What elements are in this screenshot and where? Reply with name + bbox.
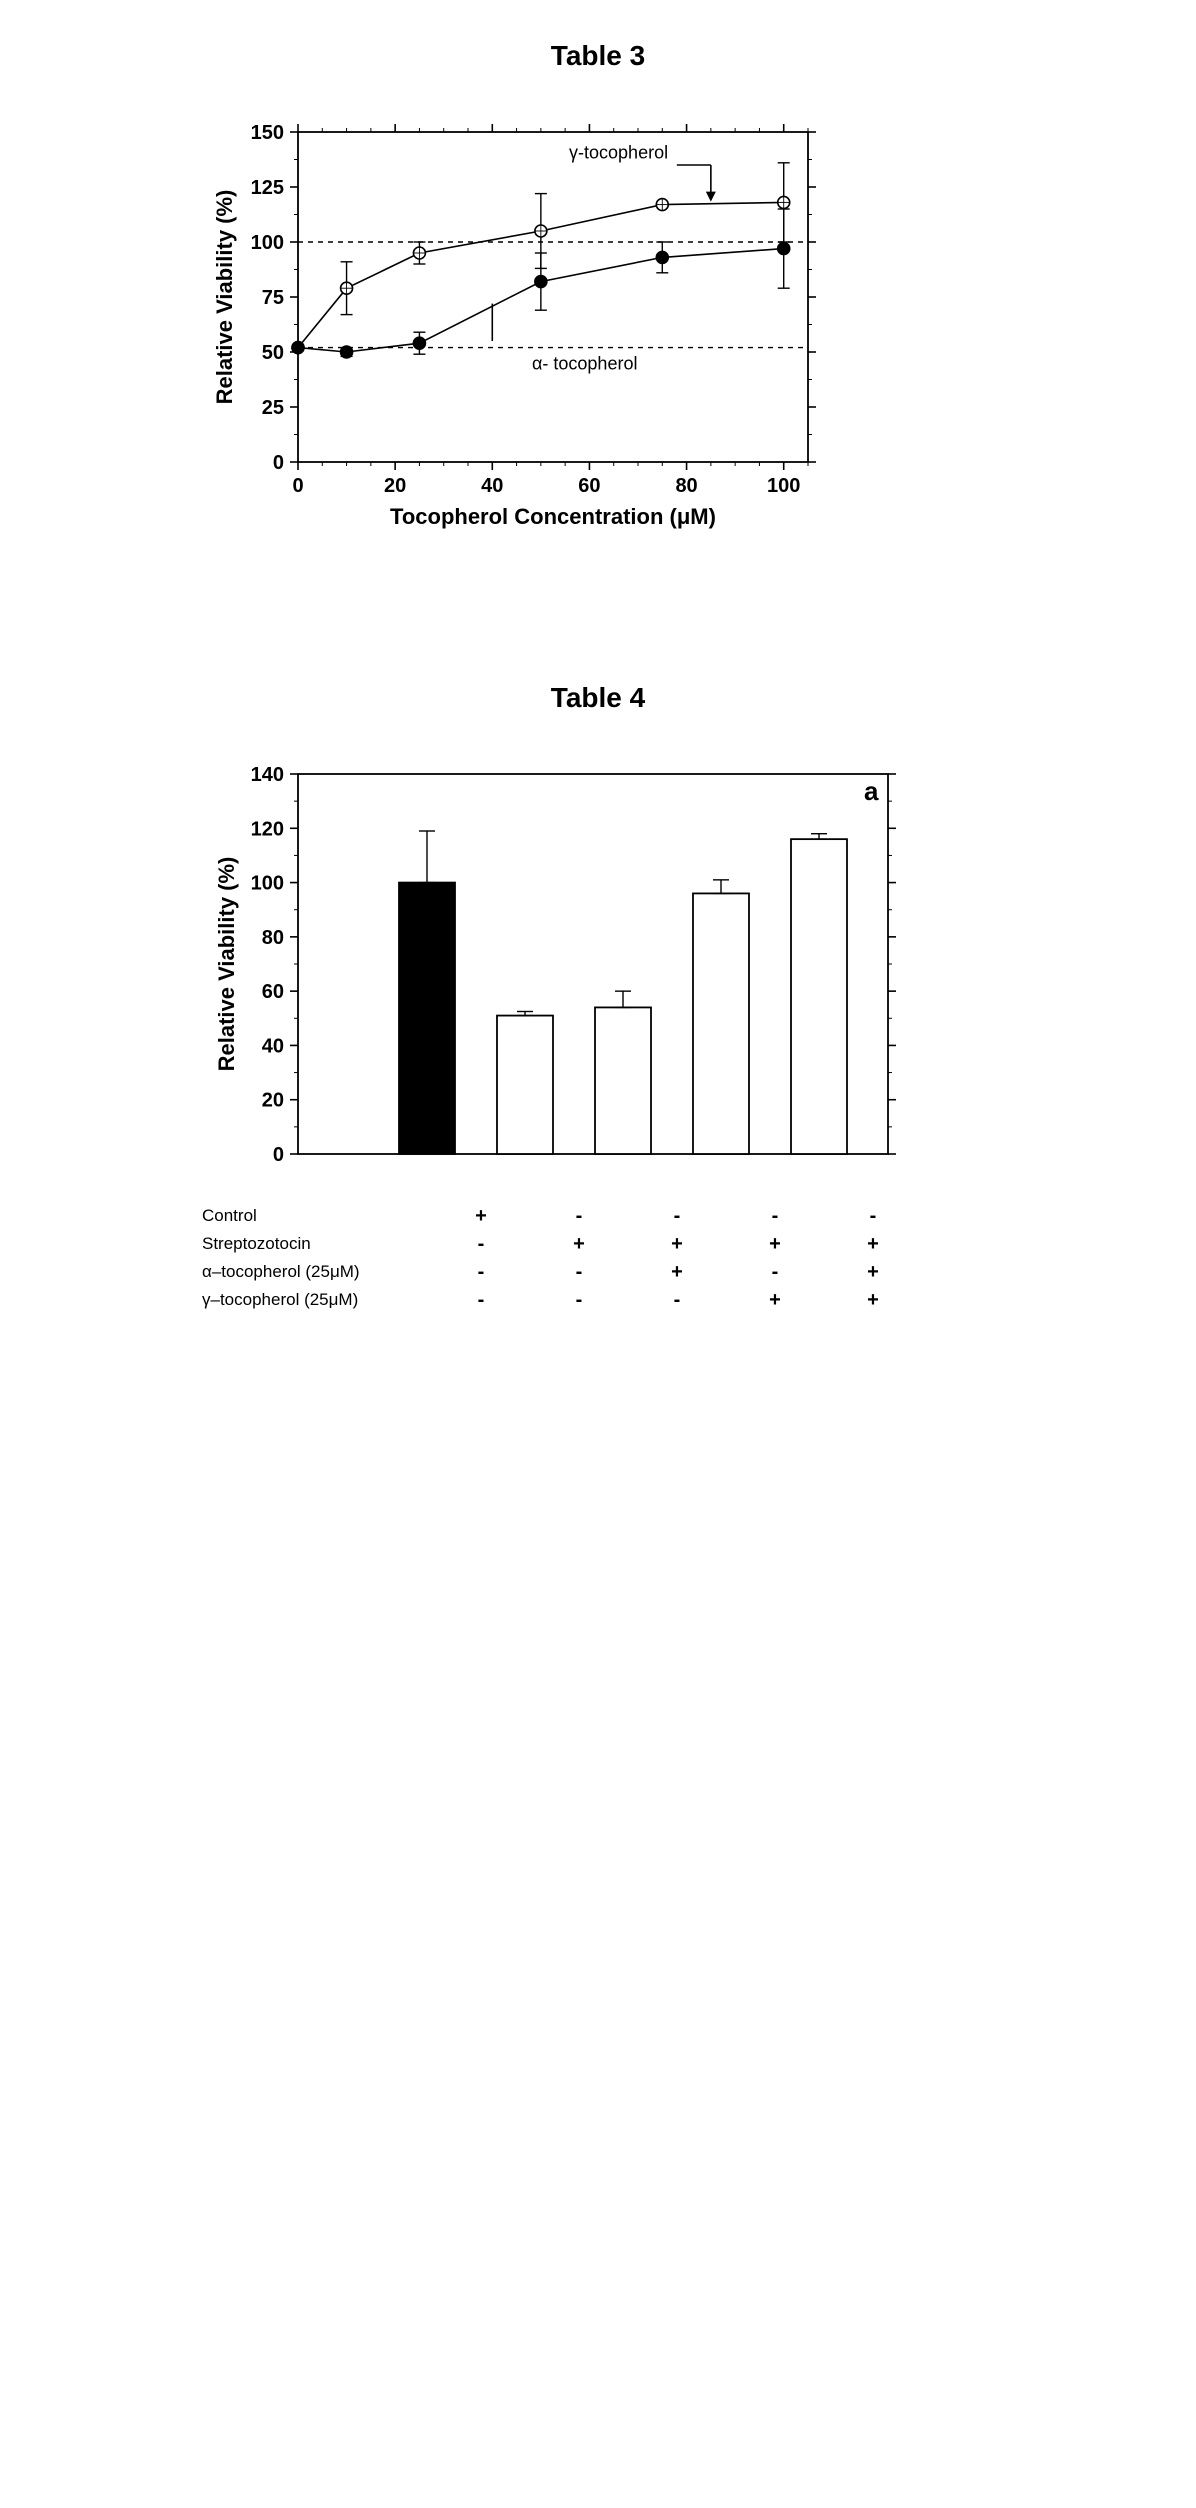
condition-mark: - (432, 1261, 530, 1284)
svg-text:80: 80 (675, 475, 697, 497)
condition-mark: + (824, 1233, 922, 1256)
svg-text:100: 100 (767, 475, 800, 497)
svg-text:Relative Viability (%): Relative Viability (%) (212, 190, 237, 405)
condition-table: Control+----Streptozotocin-++++α–tocophe… (198, 1202, 998, 1314)
bar (399, 883, 455, 1154)
svg-text:20: 20 (384, 475, 406, 497)
svg-text:75: 75 (262, 287, 284, 309)
condition-row: Control+---- (198, 1202, 998, 1230)
line-chart-wrap: 0 25 50 75 100 125 150 0 20 40 60 80 100 Tocopherol C… (198, 112, 998, 542)
svg-text:100: 100 (251, 232, 284, 254)
condition-mark: + (628, 1233, 726, 1256)
condition-row: Streptozotocin-++++ (198, 1230, 998, 1258)
figure-title-4: Table 4 (198, 682, 998, 714)
series-label-gamma: γ-tocopherol (569, 142, 668, 162)
svg-text:Relative Viability (%): Relative Viability (%) (214, 857, 239, 1072)
bar (791, 839, 847, 1154)
condition-mark: + (432, 1205, 530, 1228)
condition-mark: + (530, 1233, 628, 1256)
svg-text:40: 40 (262, 1035, 284, 1057)
bar-chart-wrap: 0 20 40 60 80 100 120 140 Relative Viability (%)… (198, 754, 998, 1184)
svg-text:140: 140 (251, 764, 284, 786)
condition-mark: - (628, 1205, 726, 1228)
svg-text:0: 0 (292, 475, 303, 497)
condition-mark: - (628, 1289, 726, 1312)
svg-text:150: 150 (251, 122, 284, 144)
bar-chart: 0 20 40 60 80 100 120 140 Relative Viability (%)… (198, 754, 918, 1184)
svg-text:80: 80 (262, 927, 284, 949)
figure-title-3: Table 3 (198, 40, 998, 72)
condition-mark: - (432, 1233, 530, 1256)
bar (693, 893, 749, 1154)
svg-text:25: 25 (262, 397, 284, 419)
svg-text:125: 125 (251, 177, 284, 199)
condition-mark: - (726, 1261, 824, 1284)
condition-mark: + (726, 1233, 824, 1256)
series-label-alpha: α- tocopherol (532, 354, 637, 374)
condition-row: α–tocopherol (25μM)--+-+ (198, 1258, 998, 1286)
condition-mark: + (824, 1289, 922, 1312)
bar (497, 1016, 553, 1154)
condition-row: γ–tocopherol (25μM)---++ (198, 1286, 998, 1314)
figure-table-3: Table 3 0 25 50 75 100 125 150 0 20 40 60 80 100 Toco… (198, 40, 998, 542)
condition-label: γ–tocopherol (25μM) (198, 1290, 432, 1310)
condition-mark: - (824, 1205, 922, 1228)
svg-text:60: 60 (578, 475, 600, 497)
line-chart: 0 25 50 75 100 125 150 0 20 40 60 80 100 Tocopherol C… (198, 112, 848, 542)
condition-label: Streptozotocin (198, 1234, 432, 1254)
condition-mark: - (530, 1289, 628, 1312)
condition-mark: - (530, 1205, 628, 1228)
bar (595, 1007, 651, 1154)
svg-text:0: 0 (273, 452, 284, 474)
condition-label: Control (198, 1206, 432, 1226)
svg-text:40: 40 (481, 475, 503, 497)
condition-mark: - (530, 1261, 628, 1284)
figure-table-4: Table 4 0 20 40 60 80 100 120 140 Relative Viabi… (198, 682, 998, 1314)
condition-label: α–tocopherol (25μM) (198, 1262, 432, 1282)
condition-mark: + (824, 1261, 922, 1284)
condition-mark: + (726, 1289, 824, 1312)
svg-text:Tocopherol Concentration (μM): Tocopherol Concentration (μM) (390, 504, 716, 529)
svg-text:50: 50 (262, 342, 284, 364)
condition-mark: - (432, 1289, 530, 1312)
condition-mark: + (628, 1261, 726, 1284)
panel-label: a (864, 776, 879, 806)
svg-text:120: 120 (251, 818, 284, 840)
svg-text:100: 100 (251, 873, 284, 895)
svg-text:20: 20 (262, 1090, 284, 1112)
condition-mark: - (726, 1205, 824, 1228)
svg-text:0: 0 (273, 1144, 284, 1166)
svg-text:60: 60 (262, 981, 284, 1003)
